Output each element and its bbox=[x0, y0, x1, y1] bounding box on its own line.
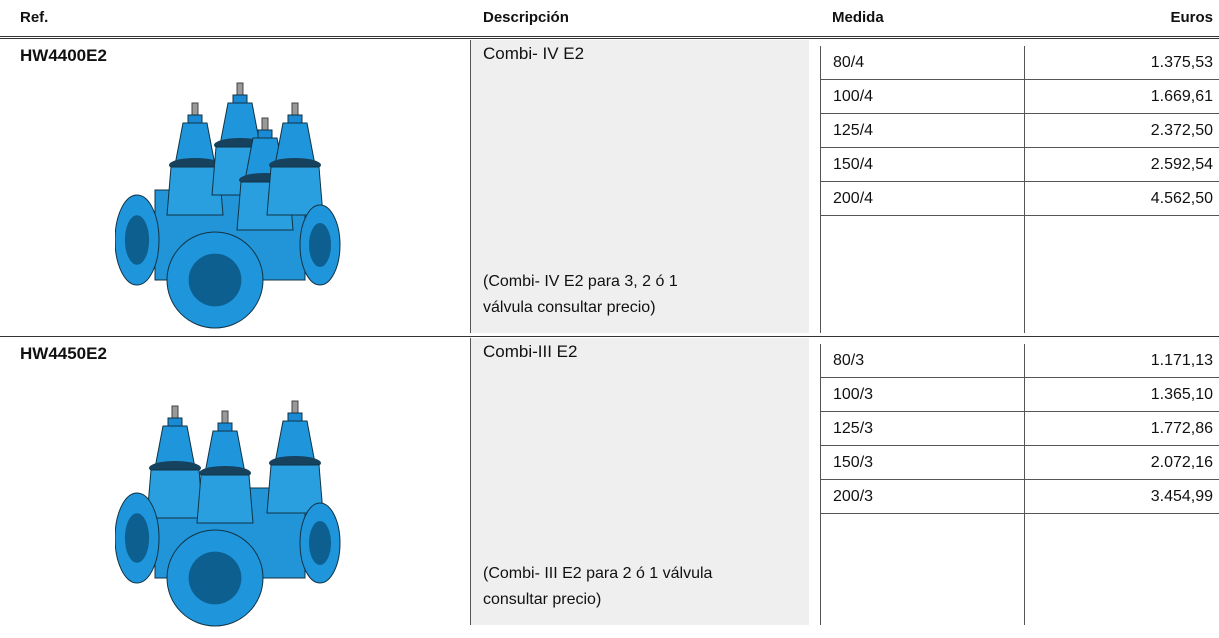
product-note: válvula consultar precio) bbox=[483, 299, 656, 316]
size-cell: 100/4 bbox=[820, 80, 1025, 114]
price-cell: 1.365,10 bbox=[1025, 378, 1219, 412]
header-size: Medida bbox=[832, 9, 884, 26]
price-cell: 3.454,99 bbox=[1025, 480, 1219, 514]
size-cell: 150/3 bbox=[820, 446, 1025, 480]
valve-unit bbox=[146, 405, 204, 519]
price-cell: 1.669,61 bbox=[1025, 80, 1219, 114]
price-cell: 1.375,53 bbox=[1025, 46, 1219, 80]
valve-bore bbox=[309, 521, 331, 565]
description-cell bbox=[470, 338, 809, 625]
description-cell bbox=[470, 40, 809, 333]
valve-bore bbox=[188, 551, 242, 605]
product-note: (Combi- III E2 para 2 ó 1 válvula bbox=[483, 565, 713, 582]
price-cell: 4.562,50 bbox=[1025, 182, 1219, 216]
size-cell: 200/3 bbox=[820, 480, 1025, 514]
product-description: Combi-III E2 bbox=[483, 342, 578, 361]
price-cell: 1.772,86 bbox=[1025, 412, 1219, 446]
valve-image bbox=[115, 82, 341, 329]
product-ref: HW4450E2 bbox=[20, 344, 107, 363]
valve-bore bbox=[124, 215, 150, 265]
product-note: consultar precio) bbox=[483, 591, 602, 608]
size-cell: 80/3 bbox=[820, 344, 1025, 378]
header-description: Descripción bbox=[483, 9, 569, 26]
valve-image bbox=[115, 400, 341, 627]
valve-bore bbox=[309, 223, 331, 267]
size-cell: 100/3 bbox=[820, 378, 1025, 412]
product-description: Combi- IV E2 bbox=[483, 44, 585, 63]
size-cell: 80/4 bbox=[820, 46, 1025, 80]
size-cell: 125/3 bbox=[820, 412, 1025, 446]
valve-bore bbox=[124, 513, 150, 563]
size-cell: 200/4 bbox=[820, 182, 1025, 216]
price-cell: 2.592,54 bbox=[1025, 148, 1219, 182]
top-rule bbox=[0, 0, 1219, 1]
size-cell: 125/4 bbox=[820, 114, 1025, 148]
product-ref: HW4400E2 bbox=[20, 46, 107, 65]
header-ref: Ref. bbox=[20, 9, 49, 26]
row-rule bbox=[0, 38, 1219, 39]
size-cell: 150/4 bbox=[820, 148, 1025, 182]
valve-bore bbox=[188, 253, 242, 307]
header-rule bbox=[0, 36, 1219, 37]
price-cell: 2.072,16 bbox=[1025, 446, 1219, 480]
row-rule bbox=[0, 336, 1219, 337]
empty-size-cell bbox=[820, 514, 1025, 625]
valve-unit bbox=[266, 400, 324, 514]
price-cell: 2.372,50 bbox=[1025, 114, 1219, 148]
product-note: (Combi- IV E2 para 3, 2 ó 1 bbox=[483, 273, 678, 290]
empty-size-cell bbox=[820, 216, 1025, 333]
header-price: Euros bbox=[1170, 9, 1213, 26]
price-cell: 1.171,13 bbox=[1025, 344, 1219, 378]
valve-unit bbox=[196, 410, 254, 524]
